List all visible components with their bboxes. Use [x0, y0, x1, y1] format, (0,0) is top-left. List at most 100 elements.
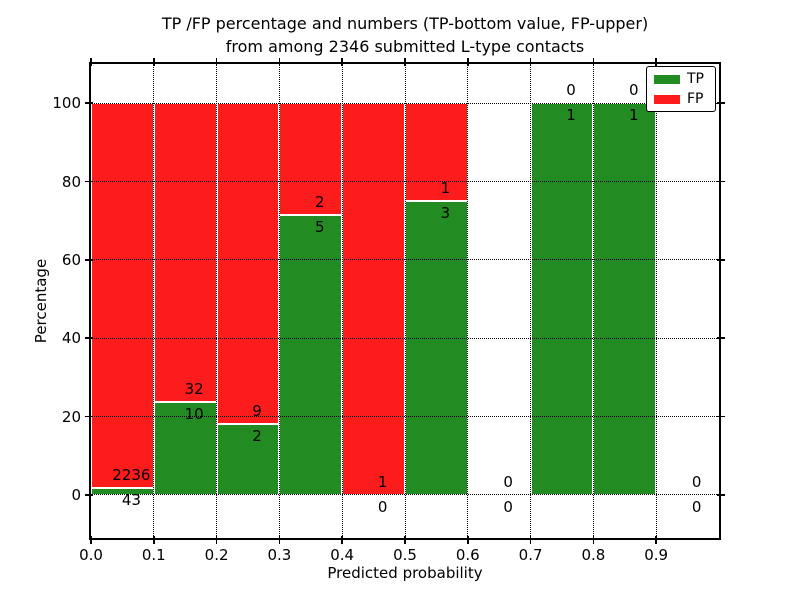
bar-fp-count-label: 0 — [691, 472, 702, 491]
y-tick-right — [717, 180, 725, 183]
x-tick — [90, 536, 92, 544]
bar-tp-segment — [593, 103, 657, 495]
y-tick-label: 0 — [71, 485, 81, 504]
gridline-horizontal — [91, 416, 719, 418]
bar-tp-count-label: 0 — [377, 497, 388, 516]
x-tick-label: 0.9 — [644, 546, 669, 564]
x-tick-label: 0.7 — [518, 546, 543, 564]
x-tick-top — [341, 58, 343, 66]
bar-fp-count-label: 32 — [184, 379, 204, 398]
x-tick — [655, 536, 657, 544]
chart-title: TP /FP percentage and numbers (TP-bottom… — [89, 12, 721, 58]
x-tick — [153, 536, 155, 544]
y-tick-label: 40 — [61, 329, 81, 348]
bar-fp-segment — [216, 103, 280, 424]
y-tick-label: 20 — [61, 407, 81, 426]
x-tick-label: 0.2 — [204, 546, 229, 564]
bar-fp-count-label: 2 — [315, 193, 325, 212]
legend-row-tp: TP — [654, 72, 708, 86]
x-tick-top — [153, 58, 155, 66]
y-tick-right — [717, 337, 725, 339]
tp-legend-swatch-icon — [654, 74, 680, 84]
gridline-horizontal — [91, 102, 719, 104]
bar-fp-segment — [153, 103, 217, 402]
y-tick-label: 100 — [52, 94, 81, 113]
y-tick-right — [717, 415, 725, 418]
x-tick-label: 0.5 — [393, 546, 417, 564]
bar-fp-count-label: 1 — [377, 472, 388, 491]
x-tick-label: 0.4 — [330, 546, 355, 564]
x-tick-top — [655, 58, 657, 66]
y-tick — [85, 494, 93, 496]
x-tick-top — [278, 58, 281, 66]
x-axis-label: Predicted probability — [327, 564, 483, 582]
bar-tp-count-label: 3 — [440, 204, 451, 223]
chart-title-line2: from among 2346 submitted L-type contact… — [225, 37, 585, 56]
y-tick — [85, 415, 93, 418]
bar-tp-count-label: 1 — [629, 106, 639, 125]
y-tick-right — [717, 494, 725, 496]
y-tick — [85, 180, 93, 183]
x-tick — [341, 536, 343, 544]
bar-tp-count-label: 43 — [121, 490, 141, 509]
x-tick-top — [215, 58, 218, 66]
gridline-horizontal — [91, 181, 719, 183]
bar-tp-count-label: 0 — [503, 497, 513, 516]
plot-area: 2236 43 32 10 9 2 2 5 1 0 1 3 0 0 0 1 0 1 0 0 — [89, 62, 721, 540]
bar-tp-segment — [279, 215, 343, 495]
bar-tp-count-label: 1 — [566, 106, 576, 125]
gridline-horizontal — [91, 337, 719, 339]
fp-legend-swatch-icon — [654, 94, 680, 104]
x-tick — [215, 536, 218, 544]
legend-label-tp: TP — [687, 71, 704, 87]
gridline-vertical — [404, 64, 406, 538]
gridline-vertical — [467, 64, 469, 538]
bar-fp-segment — [342, 103, 405, 495]
bar-fp-count-label: 0 — [503, 472, 513, 491]
gridline-vertical — [341, 64, 343, 538]
bar-fp-count-label: 2236 — [112, 465, 151, 484]
bar-fp-count-label: 1 — [440, 179, 451, 198]
y-tick-right — [717, 102, 725, 104]
chart-title-line1: TP /FP percentage and numbers (TP-bottom… — [161, 14, 649, 33]
bar-tp-count-label: 10 — [184, 404, 204, 423]
bar-fp-count-label: 0 — [566, 81, 576, 100]
x-tick-label: 0.1 — [141, 546, 166, 564]
gridline-horizontal — [91, 259, 719, 261]
legend-row-fp: FP — [654, 92, 708, 106]
x-tick-top — [592, 58, 595, 66]
x-tick-top — [404, 58, 406, 66]
gridline-vertical — [655, 64, 657, 538]
x-tick — [467, 536, 469, 544]
bar-tp-count-label: 2 — [252, 426, 262, 445]
legend: TP FP — [646, 66, 716, 112]
gridline-vertical — [278, 64, 280, 538]
gridline-vertical — [530, 64, 532, 538]
x-tick-label: 0.3 — [267, 546, 292, 564]
x-tick-top — [467, 58, 469, 66]
gridline-vertical — [153, 64, 155, 538]
bar-tp-segment — [405, 201, 468, 495]
y-tick-label: 80 — [61, 172, 81, 191]
bar-fp-count-label: 0 — [629, 81, 639, 100]
y-tick — [85, 102, 93, 104]
x-tick-label: 0.8 — [581, 546, 606, 564]
x-tick-label: 0.6 — [455, 546, 480, 564]
x-tick-top — [90, 58, 92, 66]
x-tick — [529, 536, 532, 544]
x-tick — [592, 536, 595, 544]
gridline-vertical — [592, 64, 594, 538]
bar-fp-count-label: 9 — [252, 401, 262, 420]
bar-tp-segment — [530, 103, 594, 495]
x-tick — [404, 536, 406, 544]
bar-fp-segment — [91, 103, 154, 488]
x-tick-label: 0.0 — [79, 546, 103, 564]
y-tick — [85, 259, 93, 261]
x-tick-top — [529, 58, 532, 66]
gridline-horizontal — [91, 494, 719, 496]
gridline-vertical — [216, 64, 218, 538]
x-tick — [278, 536, 281, 544]
bar-tp-count-label: 5 — [315, 218, 325, 237]
y-tick-right — [717, 259, 725, 261]
